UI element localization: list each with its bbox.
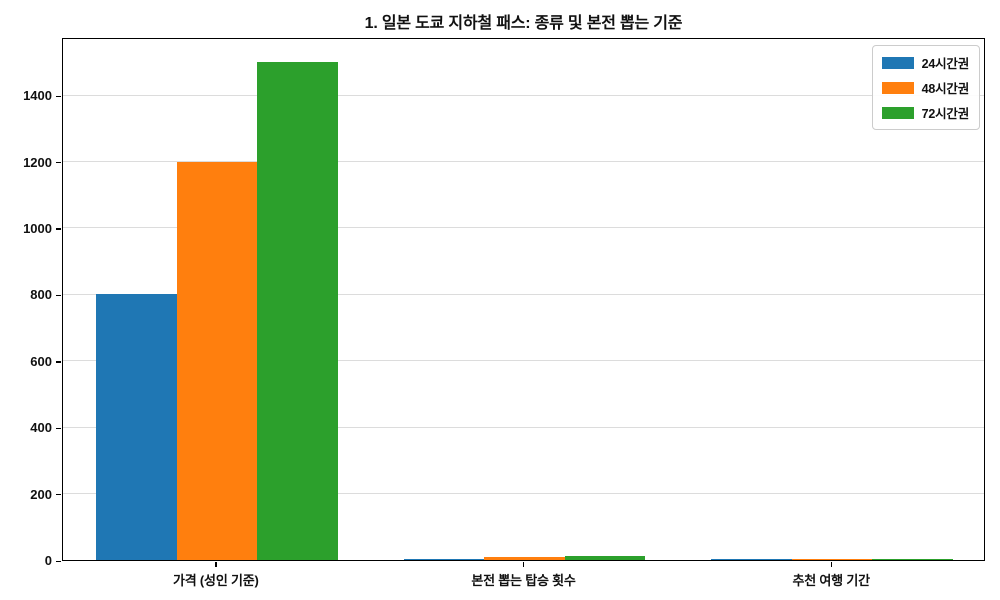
bar-series2-cat0 [257, 61, 338, 560]
gridline-400 [63, 426, 984, 428]
bar-series2-cat2 [872, 559, 954, 560]
y-tick-label-0: 0 [44, 553, 52, 568]
legend-item-0: 24시간권 [881, 53, 970, 72]
y-tick-mark-1000 [56, 228, 61, 230]
y-tick-label-200: 200 [30, 486, 52, 502]
y-tick-mark-800 [56, 294, 61, 297]
legend-item-2: 72시간권 [881, 103, 970, 122]
y-tick-mark-1400 [56, 95, 61, 97]
bar-series1-cat1 [484, 557, 565, 560]
y-tick-label-1000: 1000 [23, 220, 52, 236]
legend-swatch-icon [881, 56, 914, 69]
x-tick-label-0: 가격 (성인 기준) [173, 573, 259, 588]
gridline-200 [63, 493, 984, 495]
legend-label-1: 48시간권 [921, 82, 970, 96]
legend-label-2: 72시간권 [921, 107, 970, 121]
legend-swatch-icon [881, 106, 914, 119]
plot-area [62, 38, 985, 561]
x-tick-mark-0 [215, 562, 217, 567]
legend-label-0: 24시간권 [921, 57, 970, 71]
bar-series0-cat2 [711, 559, 792, 560]
y-tick-label-1400: 1400 [23, 88, 52, 104]
bar-series0-cat0 [95, 294, 177, 560]
y-tick-label-600: 600 [30, 353, 52, 369]
y-tick-mark-1200 [56, 162, 61, 164]
x-tick-mark-1 [523, 562, 525, 567]
gridline-600 [63, 360, 984, 362]
x-tick-label-1: 본전 뽑는 탑승 횟수 [471, 573, 576, 588]
gridline-1000 [63, 227, 984, 229]
y-tick-mark-0 [56, 560, 61, 562]
gridline-1200 [63, 161, 984, 163]
bar-series1-cat0 [176, 161, 258, 560]
y-tick-mark-400 [56, 427, 61, 429]
x-tick-mark-2 [830, 562, 832, 567]
legend-swatch-icon [881, 81, 914, 94]
gridline-800 [63, 293, 984, 295]
bar-series0-cat1 [403, 558, 485, 560]
bar-series1-cat2 [791, 559, 873, 560]
gridline-1400 [63, 94, 984, 96]
legend: 24시간권 48시간권 72시간권 [871, 45, 980, 130]
bar-series2-cat1 [564, 556, 646, 560]
y-tick-label-800: 800 [30, 287, 52, 303]
y-tick-mark-600 [56, 361, 61, 363]
legend-item-1: 48시간권 [881, 78, 970, 97]
x-tick-label-2: 추천 여행 기간 [792, 573, 870, 588]
y-tick-mark-200 [56, 494, 61, 496]
chart-title: 1. 일본 도쿄 지하철 패스: 종류 및 본전 뽑는 기준 [364, 15, 683, 32]
y-tick-label-400: 400 [30, 420, 52, 436]
y-tick-label-1200: 1200 [23, 154, 52, 170]
